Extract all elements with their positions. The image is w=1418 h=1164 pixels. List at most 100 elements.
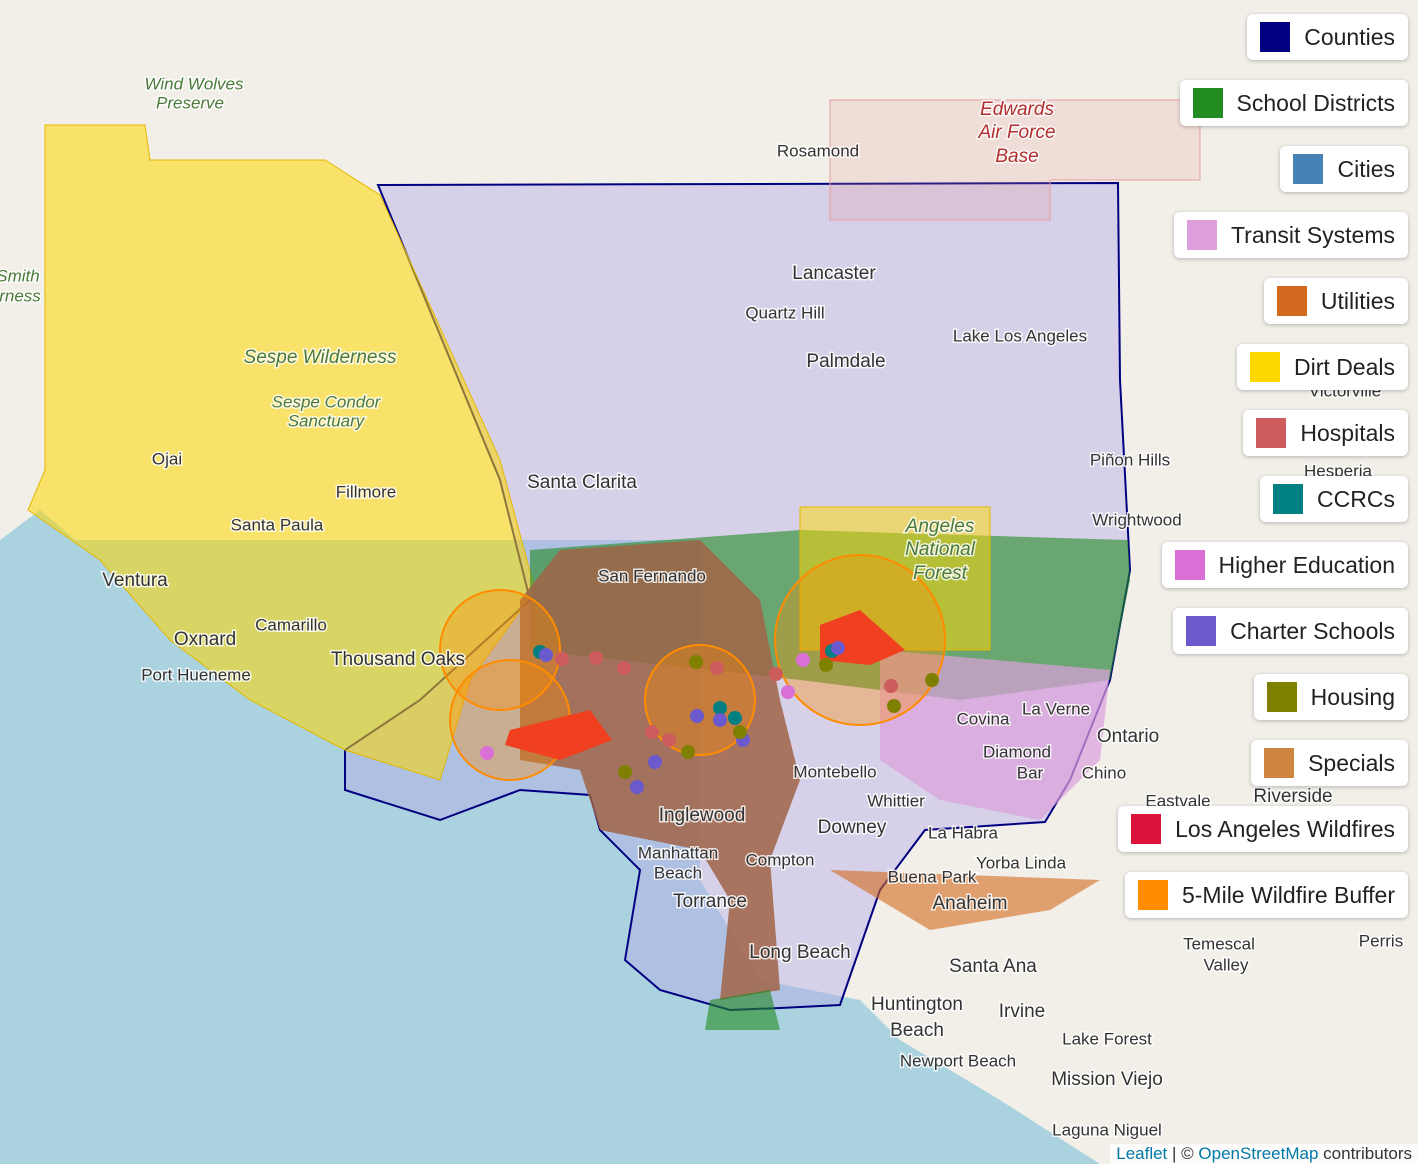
point-marker[interactable]	[713, 713, 727, 727]
place-label: Compton	[746, 850, 815, 869]
dirt-deals	[27, 124, 536, 781]
legend-label: Counties	[1304, 23, 1395, 50]
legend-item[interactable]: Utilities	[1263, 278, 1408, 324]
legend-swatch	[1260, 22, 1291, 52]
place-label: Valley	[1203, 955, 1249, 974]
point-marker[interactable]	[589, 651, 603, 665]
place-label: rness	[0, 286, 41, 305]
legend-item[interactable]: Charter Schools	[1173, 608, 1408, 654]
legend-item[interactable]: Counties	[1247, 14, 1408, 60]
point-marker[interactable]	[618, 765, 632, 779]
place-label: Irvine	[999, 1001, 1045, 1022]
legend-item[interactable]: Transit Systems	[1173, 212, 1408, 258]
place-label: Yorba Linda	[976, 853, 1067, 872]
place-label: Montebello	[793, 762, 876, 781]
place-label: Beach	[654, 863, 702, 882]
legend-item[interactable]: Hospitals	[1243, 410, 1408, 456]
suffix: contributors	[1323, 1144, 1412, 1163]
legend-label: Los Angeles Wildfires	[1175, 815, 1395, 842]
place-label: National	[905, 539, 975, 560]
place-label: Base	[995, 146, 1038, 167]
point-marker[interactable]	[689, 655, 703, 669]
place-label: Santa Ana	[949, 956, 1037, 977]
place-label: Air Force	[977, 122, 1055, 143]
legend-item[interactable]: Specials	[1251, 740, 1408, 786]
legend-swatch	[1131, 814, 1162, 844]
point-marker[interactable]	[728, 711, 742, 725]
place-label: Piñon Hills	[1090, 450, 1170, 469]
point-marker[interactable]	[713, 701, 727, 715]
point-marker[interactable]	[819, 658, 833, 672]
place-label: Diamond	[983, 742, 1051, 761]
place-label: Santa Clarita	[527, 472, 637, 493]
point-marker[interactable]	[884, 679, 898, 693]
place-label: Downey	[818, 817, 887, 838]
place-label: Thousand Oaks	[331, 649, 465, 670]
place-label: Smith	[0, 266, 40, 285]
point-marker[interactable]	[617, 661, 631, 675]
place-label: Palmdale	[806, 351, 885, 372]
legend-item[interactable]: School Districts	[1179, 80, 1408, 126]
point-marker[interactable]	[733, 725, 747, 739]
school-districts	[705, 990, 780, 1030]
transit-systems	[880, 650, 1110, 820]
place-label: Beach	[890, 1020, 944, 1041]
legend-swatch	[1186, 616, 1217, 646]
legend-label: Dirt Deals	[1294, 353, 1395, 380]
place-label: La Habra	[928, 823, 998, 842]
point-marker[interactable]	[781, 685, 795, 699]
legend-label: School Districts	[1236, 89, 1395, 116]
place-label: Lake Forest	[1062, 1029, 1152, 1048]
point-marker[interactable]	[539, 648, 553, 662]
point-marker[interactable]	[925, 673, 939, 687]
legend-label: Charter Schools	[1230, 617, 1395, 644]
legend-label: CCRCs	[1317, 485, 1395, 512]
legend-item[interactable]: Cities	[1280, 146, 1408, 192]
wildfire-buffer	[439, 589, 561, 711]
point-marker[interactable]	[648, 755, 662, 769]
legend-item[interactable]: Housing	[1253, 674, 1408, 720]
leaflet-link[interactable]: Leaflet	[1116, 1144, 1168, 1163]
point-marker[interactable]	[630, 780, 644, 794]
osm-link[interactable]: OpenStreetMap	[1198, 1144, 1319, 1163]
legend-swatch	[1293, 154, 1324, 184]
legend-item[interactable]: CCRCs	[1260, 476, 1408, 522]
point-marker[interactable]	[796, 653, 810, 667]
legend-item[interactable]: Dirt Deals	[1237, 344, 1408, 390]
place-label: Wind Wolves	[144, 74, 244, 93]
place-label: Whittier	[867, 791, 925, 810]
place-label: Newport Beach	[900, 1051, 1016, 1070]
point-marker[interactable]	[480, 746, 494, 760]
point-marker[interactable]	[887, 699, 901, 713]
legend-label: Housing	[1310, 683, 1395, 710]
point-marker[interactable]	[769, 667, 783, 681]
place-label: Long Beach	[749, 942, 850, 963]
point-marker[interactable]	[662, 733, 676, 747]
place-label: Lake Los Angeles	[953, 326, 1087, 345]
place-label: Edwards	[980, 99, 1054, 120]
legend-item[interactable]: Higher Education	[1161, 542, 1408, 588]
place-label: Forest	[913, 563, 968, 584]
legend-label: Hospitals	[1300, 419, 1395, 446]
dirt-deals	[799, 506, 991, 651]
separator: | ©	[1172, 1144, 1194, 1163]
legend-item[interactable]: Los Angeles Wildfires	[1118, 806, 1408, 852]
point-marker[interactable]	[690, 709, 704, 723]
legend-swatch	[1250, 352, 1281, 382]
point-marker[interactable]	[681, 745, 695, 759]
point-marker[interactable]	[645, 725, 659, 739]
place-label: Buena Park	[888, 867, 977, 886]
legend-item[interactable]: 5-Mile Wildfire Buffer	[1124, 872, 1408, 918]
point-marker[interactable]	[555, 652, 569, 666]
point-marker[interactable]	[831, 641, 845, 655]
place-label: Mission Viejo	[1051, 1069, 1163, 1090]
place-label: Santa Paula	[231, 515, 324, 534]
place-label: Sanctuary	[288, 411, 366, 430]
place-label: Ontario	[1097, 726, 1159, 747]
point-marker[interactable]	[710, 661, 724, 675]
place-label: Inglewood	[659, 805, 746, 826]
place-label: Fillmore	[336, 482, 396, 501]
legend-label: 5-Mile Wildfire Buffer	[1181, 881, 1395, 908]
